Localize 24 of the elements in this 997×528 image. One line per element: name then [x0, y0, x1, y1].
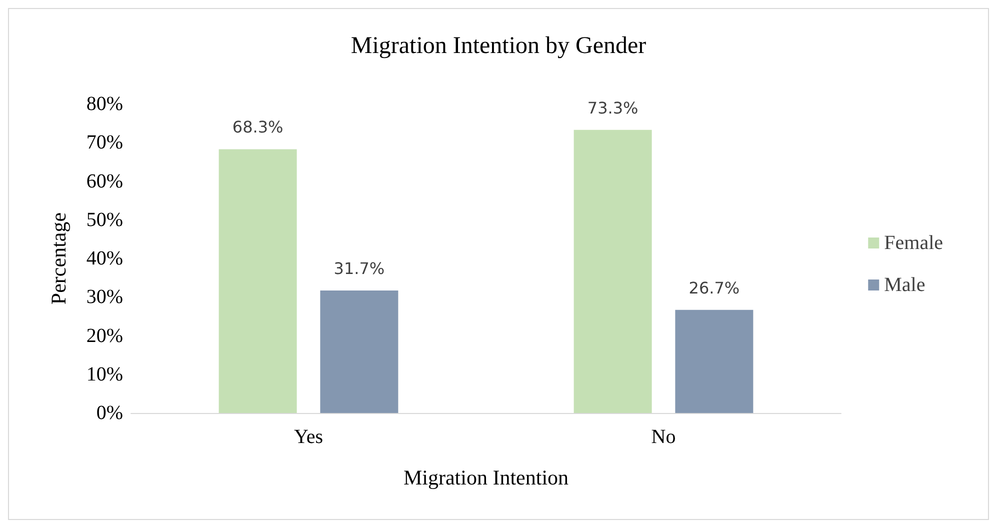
chart-title: Migration Intention by Gender [350, 33, 646, 59]
y-tick-label: 20% [86, 324, 123, 347]
data-label: 68.3% [232, 118, 284, 137]
data-label: 73.3% [587, 98, 638, 118]
bar [675, 310, 754, 413]
data-label: 31.7% [334, 259, 385, 278]
x-axis-title: Migration Intention [403, 466, 570, 490]
y-tick-label: 30% [86, 286, 123, 308]
y-tick-label: 0% [96, 402, 123, 424]
y-tick-label: 70% [86, 132, 123, 154]
x-tick-label: Yes [294, 426, 324, 448]
y-tick-label: 10% [86, 363, 123, 386]
data-label: 26.7% [688, 278, 740, 298]
bar [218, 149, 297, 413]
legend-label: Female [884, 232, 944, 254]
y-tick-label: 50% [86, 208, 123, 231]
y-tick-label: 40% [86, 248, 123, 270]
x-tick-label: No [651, 426, 676, 448]
y-tick-label: 60% [86, 170, 123, 192]
y-axis-title: Percentage [46, 212, 70, 305]
legend-label: Male [884, 274, 926, 296]
bar [574, 130, 652, 413]
bar [320, 290, 398, 413]
y-tick-label: 80% [86, 93, 123, 115]
